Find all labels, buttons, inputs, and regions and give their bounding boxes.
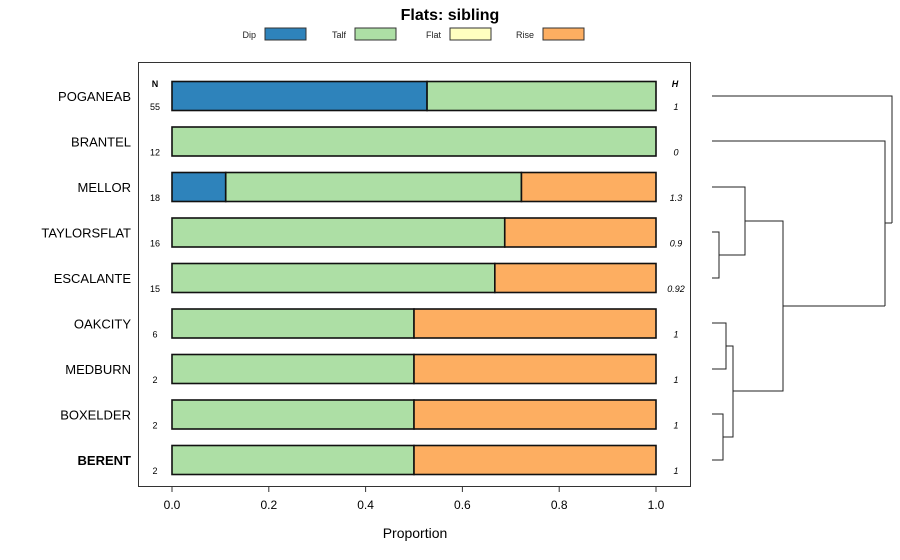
bar-segment-talf <box>171 444 415 476</box>
bar-segment-talf <box>171 399 415 430</box>
bar-segment-talf <box>171 353 415 385</box>
dendrogram-branch <box>712 186 746 256</box>
dendrogram-branch <box>712 413 724 461</box>
legend-label: Rise <box>516 30 534 40</box>
h-value: 1.3 <box>670 193 683 203</box>
bar-segment-rise <box>413 308 657 339</box>
dendrogram <box>712 95 893 461</box>
bar-segment-rise <box>520 171 657 203</box>
legend-swatch-talf <box>354 27 397 41</box>
dendrogram-branch <box>723 345 734 438</box>
category-label: OAKCITY <box>74 317 131 332</box>
category-label: BOXELDER <box>60 408 131 423</box>
bar-segment-rise <box>494 262 657 294</box>
h-value: 1 <box>673 102 678 112</box>
n-header: N <box>152 79 159 89</box>
n-value: 55 <box>150 102 160 112</box>
bar-segment-dip <box>171 171 227 203</box>
category-label: POGANEAB <box>58 89 131 104</box>
dendrogram-branch <box>712 322 727 370</box>
n-value: 15 <box>150 284 160 294</box>
h-value: 1 <box>673 375 678 385</box>
n-value: 18 <box>150 193 160 203</box>
bar-segment-dip <box>171 80 428 112</box>
h-value: 0 <box>673 148 678 158</box>
bar-segment-talf <box>171 126 657 157</box>
bar-segment-rise <box>413 444 657 476</box>
h-value: 1 <box>673 421 678 431</box>
legend-label: Flat <box>426 30 442 40</box>
legend-swatch-flat <box>449 27 492 41</box>
bar-segment-talf <box>224 171 523 203</box>
x-tick-label: 0.2 <box>260 498 277 512</box>
bar-segment-rise <box>413 399 657 430</box>
x-tick-label: 0.8 <box>551 498 568 512</box>
dendrogram-branch <box>733 220 784 392</box>
bar-segment-rise <box>503 217 657 248</box>
h-value: 0.92 <box>667 284 685 294</box>
h-header: H <box>672 79 679 89</box>
x-axis-label: Proportion <box>383 525 448 541</box>
category-label: BERENT <box>78 453 132 468</box>
bar-segment-talf <box>171 262 496 294</box>
bar-segment-rise <box>413 353 657 385</box>
x-axis: 0.0 0.2 0.4 0.6 0.8 1.0 <box>164 486 665 512</box>
category-label: TAYLORSFLAT <box>41 226 131 241</box>
legend-label: Talf <box>332 30 347 40</box>
category-label: BRANTEL <box>71 135 131 150</box>
n-value: 16 <box>150 239 160 249</box>
h-value: 1 <box>673 330 678 340</box>
chart-title: Flats: sibling <box>401 7 500 24</box>
dendrogram-branch <box>712 95 893 223</box>
dendrogram-branch <box>712 140 886 306</box>
n-value: 6 <box>152 330 157 340</box>
bar-segment-talf <box>171 308 415 339</box>
legend: Dip Talf Flat Rise <box>242 27 585 41</box>
x-tick-label: 1.0 <box>648 498 665 512</box>
n-value: 12 <box>150 148 160 158</box>
h-value: 1 <box>673 466 678 476</box>
h-value: 0.9 <box>670 239 683 249</box>
plot-panel <box>138 62 691 487</box>
bar-segment-talf <box>171 217 506 248</box>
category-label: MELLOR <box>78 180 131 195</box>
x-tick-label: 0.0 <box>164 498 181 512</box>
n-value: 2 <box>152 421 157 431</box>
dendrogram-branch <box>712 231 720 279</box>
legend-swatch-rise <box>542 27 585 41</box>
category-label: ESCALANTE <box>54 271 132 286</box>
bar-segment-talf <box>426 80 657 112</box>
x-tick-label: 0.4 <box>357 498 374 512</box>
category-label: MEDBURN <box>65 362 131 377</box>
n-value: 2 <box>152 466 157 476</box>
legend-swatch-dip <box>264 27 307 41</box>
x-tick-label: 0.6 <box>454 498 471 512</box>
n-value: 2 <box>152 375 157 385</box>
legend-label: Dip <box>242 30 256 40</box>
